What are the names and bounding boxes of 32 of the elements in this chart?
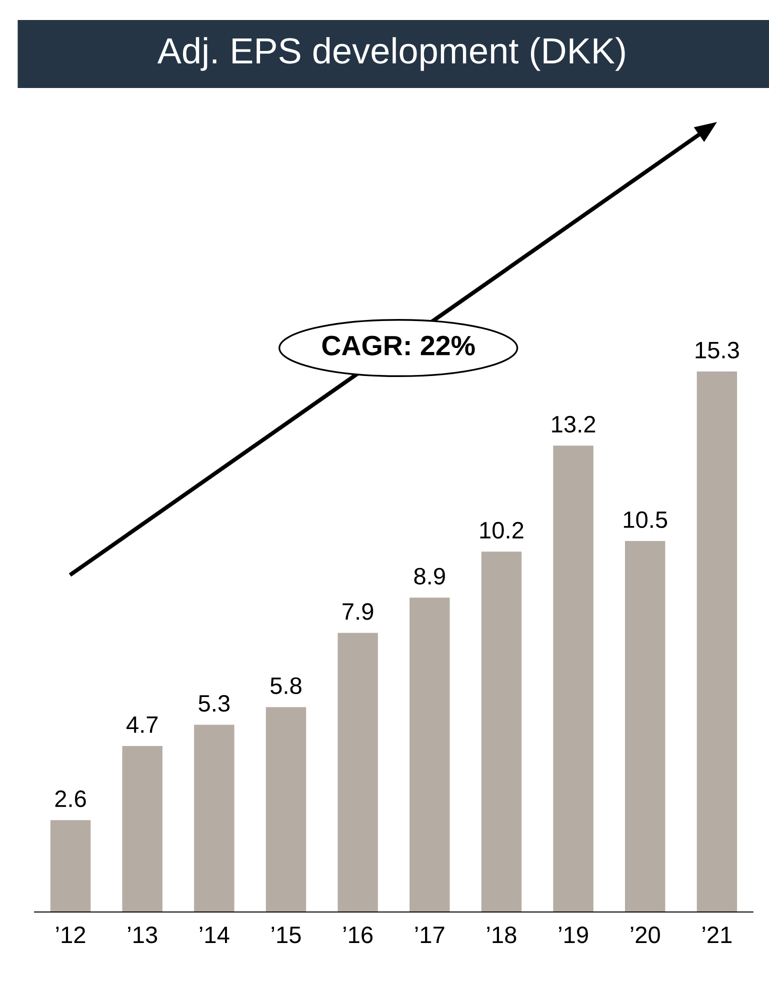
x-tick-label: ’14 (200, 926, 230, 943)
data-label: 7.9 (342, 603, 374, 620)
x-tick-label: ’13 (128, 926, 158, 944)
bar (696, 371, 738, 912)
x-tick-label: ’18 (487, 926, 516, 944)
x-tick-label: ’21 (702, 926, 732, 943)
data-label: 10.5 (624, 511, 668, 528)
x-tick-label: ’15 (272, 926, 301, 944)
x-tick-label: ’20 (630, 926, 660, 944)
data-label: 5.3 (198, 695, 230, 712)
x-tick-label: ’16 (344, 926, 373, 944)
bar (194, 724, 234, 912)
bar (266, 707, 306, 912)
data-label: 13.2 (552, 416, 596, 433)
data-label: 15.3 (696, 342, 739, 358)
bar (553, 446, 594, 912)
bar (122, 746, 162, 912)
data-label: 4.7 (126, 716, 158, 733)
x-tick-label: ’17 (415, 926, 444, 943)
bar (338, 632, 378, 912)
data-label: 8.9 (414, 568, 445, 585)
bar (481, 552, 522, 912)
x-tick-label: ’19 (559, 926, 588, 944)
chart-title: Adj. EPS development (DKK) (157, 37, 625, 71)
data-label: 5.8 (270, 677, 302, 694)
text: CAGR: 22% (322, 336, 475, 356)
bar (625, 541, 666, 912)
data-label: 10.2 (480, 522, 524, 539)
x-tick-label: ’12 (56, 926, 86, 943)
data-label: 2.6 (55, 790, 86, 808)
bar (410, 598, 450, 912)
bar (50, 820, 91, 912)
